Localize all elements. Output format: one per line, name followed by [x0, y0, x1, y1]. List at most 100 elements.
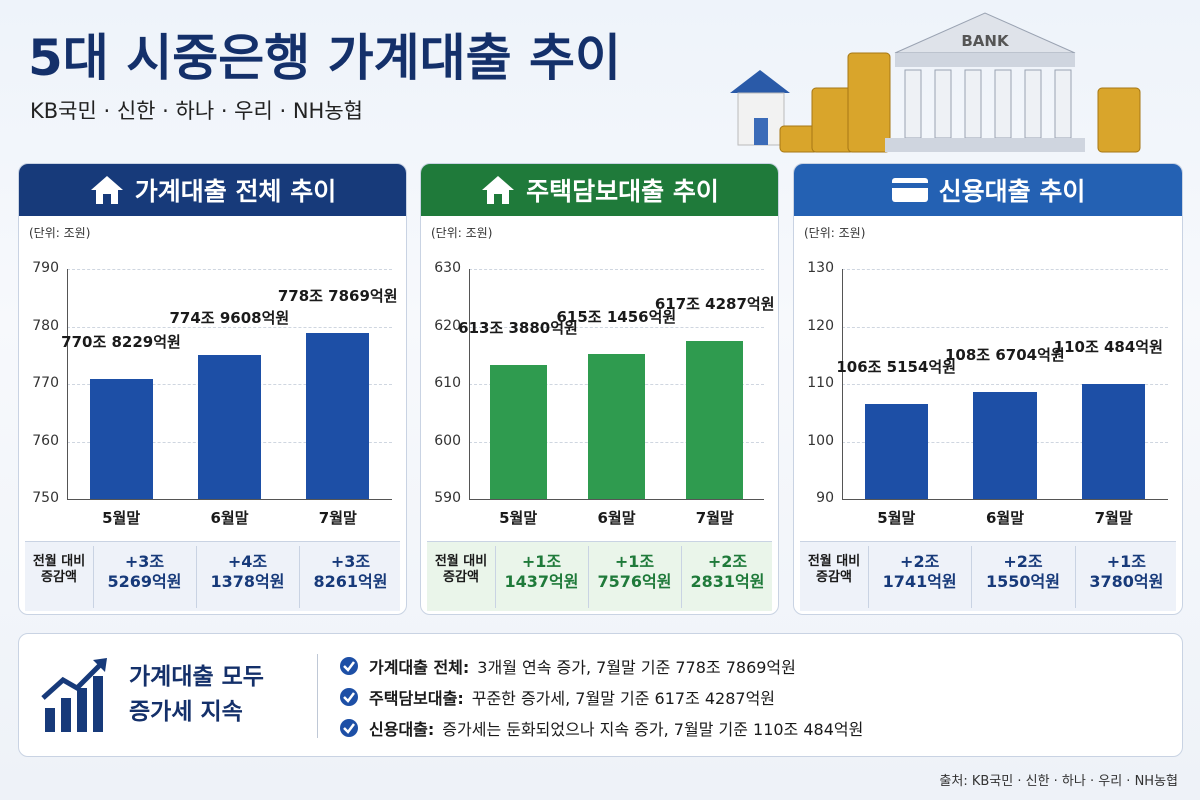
change-cell: +3조 8261억원: [313, 552, 388, 591]
y-tick-label: 620: [434, 317, 461, 334]
grid-line: [469, 326, 764, 328]
grid-line: [67, 269, 392, 270]
y-tick-label: 750: [32, 490, 59, 506]
growth-icon: [41, 658, 107, 732]
bar: [306, 333, 370, 499]
change-header: 전월 대비 증감액: [434, 554, 488, 586]
y-tick-label: 590: [434, 490, 461, 506]
y-axis: [67, 269, 68, 499]
x-tick-label: 6월말: [597, 509, 636, 527]
change-divider: [299, 546, 300, 608]
x-axis: [842, 499, 1168, 500]
item-text: 증가세는 둔화되었으나 지속 증가, 7월말 기준 110조 484억원: [442, 720, 864, 739]
bank-label: BANK: [961, 32, 1010, 50]
x-tick-label: 5월말: [499, 509, 538, 527]
change-row: 전월 대비 증감액 +3조 5269억원 +4조 1378억원 +3조 8261억원: [25, 541, 400, 611]
value-label: 778조 7869억원: [277, 287, 398, 306]
change-divider: [868, 546, 869, 608]
x-tick-label: 7월말: [318, 509, 357, 527]
chart-panel: 주택담보대출 추이 (단위: 조원) 590 600 610 620 630 613조 388…: [420, 163, 779, 615]
change-divider: [196, 546, 197, 608]
y-axis: [469, 269, 470, 499]
y-tick-label: 630: [434, 260, 461, 276]
summary-item: 신용대출: 증가세는 둔화되었으나 지속 증가, 7월말 기준 110조 484억…: [369, 716, 863, 740]
change-header: 전월 대비 증감액: [807, 554, 861, 586]
summary-heading: 가계대출 모두 증가세 지속: [129, 664, 264, 725]
page-title: 5대 시중은행 가계대출 추이: [28, 29, 622, 87]
x-tick-label: 6월말: [210, 509, 249, 527]
bar: [973, 391, 1037, 499]
bar: [864, 404, 928, 499]
change-cell: +1조 7576억원: [597, 552, 672, 591]
y-tick-label: 760: [32, 432, 59, 449]
bar: [489, 364, 547, 499]
x-tick-label: 5월말: [102, 509, 141, 527]
bar: [198, 355, 261, 499]
panel-header: 가계대출 전체 추이: [19, 164, 406, 216]
change-divider: [588, 546, 589, 608]
summary-item: 가계대출 전체: 3개월 연속 증가, 7월말 기준 778조 7869억원: [369, 654, 796, 678]
item-label: 주택담보대출:: [369, 689, 464, 708]
unit-label: (단위: 조원): [804, 226, 866, 240]
change-cell: +1조 3780억원: [1089, 552, 1164, 591]
item-text: 꾸준한 증가세, 7월말 기준 617조 4287억원: [471, 689, 776, 708]
chart-title: 주택담보대출 추이: [526, 177, 719, 206]
value-label: 110조 484억원: [1053, 337, 1163, 356]
change-cell: +2조 2831억원: [690, 552, 765, 591]
change-cell: +3조 5269억원: [107, 552, 182, 591]
x-axis: [469, 499, 764, 500]
change-row: 전월 대비 증감액 +1조 1437억원 +1조 7576억원 +2조 2831억원: [427, 541, 772, 611]
grid-line: [67, 326, 392, 328]
change-divider: [681, 546, 682, 608]
bank-illustration: BANK: [730, 12, 1141, 153]
chart-title: 가계대출 전체 추이: [134, 177, 337, 206]
x-axis: [67, 499, 392, 500]
value-label: 108조 6704억원: [945, 345, 1065, 364]
value-label: 774조 9608억원: [169, 309, 290, 328]
change-row: 전월 대비 증감액 +2조 1741억원 +2조 1550억원 +1조 3780억원: [800, 541, 1176, 611]
item-label: 가계대출 전체:: [369, 658, 470, 677]
y-tick-label: 770: [32, 375, 59, 391]
value-label: 615조 1456억원: [556, 308, 677, 327]
item-label: 신용대출:: [369, 720, 435, 739]
x-tick-label: 7월말: [695, 509, 734, 527]
change-divider: [971, 546, 973, 608]
bar: [587, 354, 645, 499]
value-label: 106조 5154억원: [836, 358, 957, 377]
y-tick-label: 110: [807, 375, 834, 391]
panel-header: 신용대출 추이: [794, 164, 1182, 216]
summary-box: 가계대출 모두 증가세 지속 가계대출 전체: 3개월 연속 증가, 7월말 기준…: [18, 633, 1183, 757]
change-cell: +4조 1378억원: [210, 552, 285, 591]
y-tick-label: 90: [816, 490, 834, 506]
change-cell: +1조 1437억원: [504, 552, 579, 591]
item-text: 3개월 연속 증가, 7월말 기준 778조 7869억원: [477, 658, 796, 677]
chart-title: 신용대출 추이: [938, 177, 1086, 206]
y-tick-label: 780: [32, 317, 59, 334]
bar: [89, 379, 153, 499]
grid-line: [842, 384, 1168, 385]
grid-line: [842, 326, 1168, 328]
change-divider: [495, 546, 496, 608]
grid-line: [469, 269, 764, 270]
page-subtitle: KB국민 · 신한 · 하나 · 우리 · NH농협: [30, 99, 363, 123]
summary-item: 주택담보대출: 꾸준한 증가세, 7월말 기준 617조 4287억원: [369, 685, 775, 709]
y-tick-label: 610: [434, 375, 461, 391]
y-tick-label: 130: [807, 260, 834, 276]
change-cell: +2조 1741억원: [882, 552, 957, 591]
change-cell: +2조 1550억원: [986, 552, 1060, 591]
bar: [686, 341, 744, 499]
y-axis: [842, 269, 843, 499]
unit-label: (단위: 조원): [29, 226, 91, 240]
change-header: 전월 대비 증감액: [32, 554, 86, 586]
panel-header: 주택담보대출 추이: [421, 164, 778, 216]
change-divider: [93, 546, 94, 608]
x-tick-label: 7월말: [1094, 509, 1133, 527]
grid-line: [842, 269, 1168, 270]
x-tick-label: 5월말: [877, 509, 916, 527]
chart-panel: 신용대출 추이 (단위: 조원) 90 100 110 120 130 106조 5154억원…: [793, 163, 1183, 615]
chart-panel: 가계대출 전체 추이 (단위: 조원) 750 760 770 780 790 770조 82…: [18, 163, 407, 615]
change-divider: [1074, 546, 1076, 608]
source: 출처: KB국민 · 신한 · 하나 · 우리 · NH농협: [939, 774, 1178, 789]
y-tick-label: 600: [434, 432, 461, 449]
